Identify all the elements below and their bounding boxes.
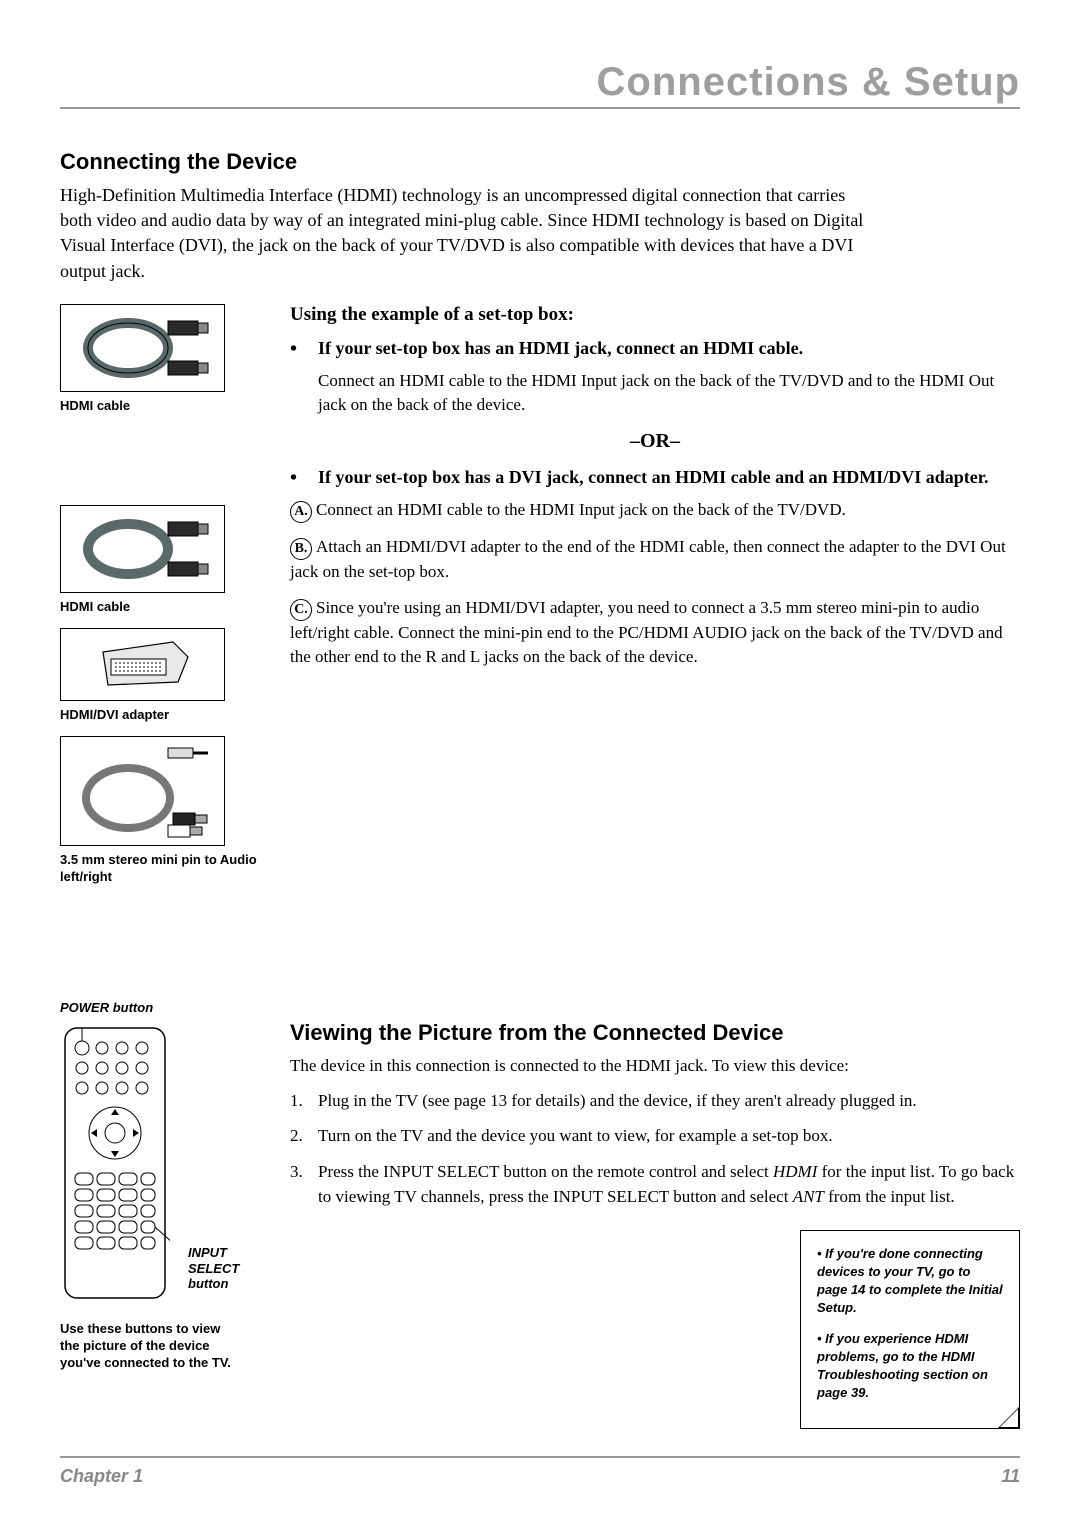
bullet1-body: Connect an HDMI cable to the HDMI Input … — [318, 369, 1020, 417]
step-c-text: Since you're using an HDMI/DVI adapter, … — [290, 598, 1003, 666]
power-button-label: POWER button — [60, 1000, 260, 1017]
hdmi-cable-caption-2: HDMI cable — [60, 599, 260, 616]
footer-rule — [60, 1456, 1020, 1458]
footer-page-number: 11 — [1001, 1466, 1020, 1487]
section-connecting-title: Connecting the Device — [60, 149, 1020, 175]
step1-text: Plug in the TV (see page 13 for details)… — [318, 1088, 1020, 1114]
header-rule — [60, 107, 1020, 109]
bullet2-heading: If your set-top box has a DVI jack, conn… — [318, 467, 1020, 490]
bullet-icon: • — [290, 467, 318, 490]
page-footer: Chapter 1 11 — [60, 1456, 1020, 1487]
footer-chapter: Chapter 1 — [60, 1466, 143, 1487]
or-divider: –OR– — [290, 430, 1020, 453]
page-header-title: Connections & Setup — [60, 60, 1020, 105]
step-b-icon: B. — [290, 538, 312, 560]
page-fold-icon — [998, 1407, 1020, 1429]
hdmi-dvi-adapter-illustration — [60, 628, 225, 701]
audio-cable-caption: 3.5 mm stereo mini pin to Audio left/rig… — [60, 852, 260, 886]
hdmi-dvi-adapter-caption: HDMI/DVI adapter — [60, 707, 260, 724]
bullet1-heading: If your set-top box has an HDMI jack, co… — [318, 338, 1020, 361]
audio-cable-illustration — [60, 736, 225, 846]
step-number: 1. — [290, 1088, 318, 1114]
remote-illustration — [60, 1023, 170, 1303]
hdmi-cable-illustration — [60, 304, 225, 392]
remote-note: Use these buttons to view the picture of… — [60, 1321, 240, 1372]
step-number: 3. — [290, 1159, 318, 1210]
list-item: 1.Plug in the TV (see page 13 for detail… — [290, 1088, 1020, 1114]
step-a: A.Connect an HDMI cable to the HDMI Inpu… — [290, 498, 1020, 523]
step-a-icon: A. — [290, 501, 312, 523]
step-b-text: Attach an HDMI/DVI adapter to the end of… — [290, 537, 1006, 581]
input-select-label: INPUT SELECT button — [188, 1245, 268, 1292]
bullet-icon: • — [290, 338, 318, 361]
step-c-icon: C. — [290, 599, 312, 621]
callout-box: • If you're done connecting devices to y… — [800, 1230, 1020, 1430]
callout-p2: • If you experience HDMI problems, go to… — [817, 1330, 1003, 1403]
list-item: 2.Turn on the TV and the device you want… — [290, 1123, 1020, 1149]
step-a-text: Connect an HDMI cable to the HDMI Input … — [316, 500, 846, 519]
example-heading: Using the example of a set-top box: — [290, 304, 1020, 326]
step-number: 2. — [290, 1123, 318, 1149]
step-b: B.Attach an HDMI/DVI adapter to the end … — [290, 535, 1020, 584]
callout-p1: • If you're done connecting devices to y… — [817, 1245, 1003, 1318]
hdmi-cable-caption: HDMI cable — [60, 398, 260, 415]
hdmi-cable-illustration-2 — [60, 505, 225, 593]
step2-text: Turn on the TV and the device you want t… — [318, 1123, 1020, 1149]
step-c: C.Since you're using an HDMI/DVI adapter… — [290, 596, 1020, 669]
step3-text: Press the INPUT SELECT button on the rem… — [318, 1159, 1020, 1210]
section-viewing-intro: The device in this connection is connect… — [290, 1054, 1020, 1078]
section-viewing-title: Viewing the Picture from the Connected D… — [290, 1020, 1020, 1046]
section-connecting-intro: High-Definition Multimedia Interface (HD… — [60, 183, 880, 284]
list-item: 3.Press the INPUT SELECT button on the r… — [290, 1159, 1020, 1210]
